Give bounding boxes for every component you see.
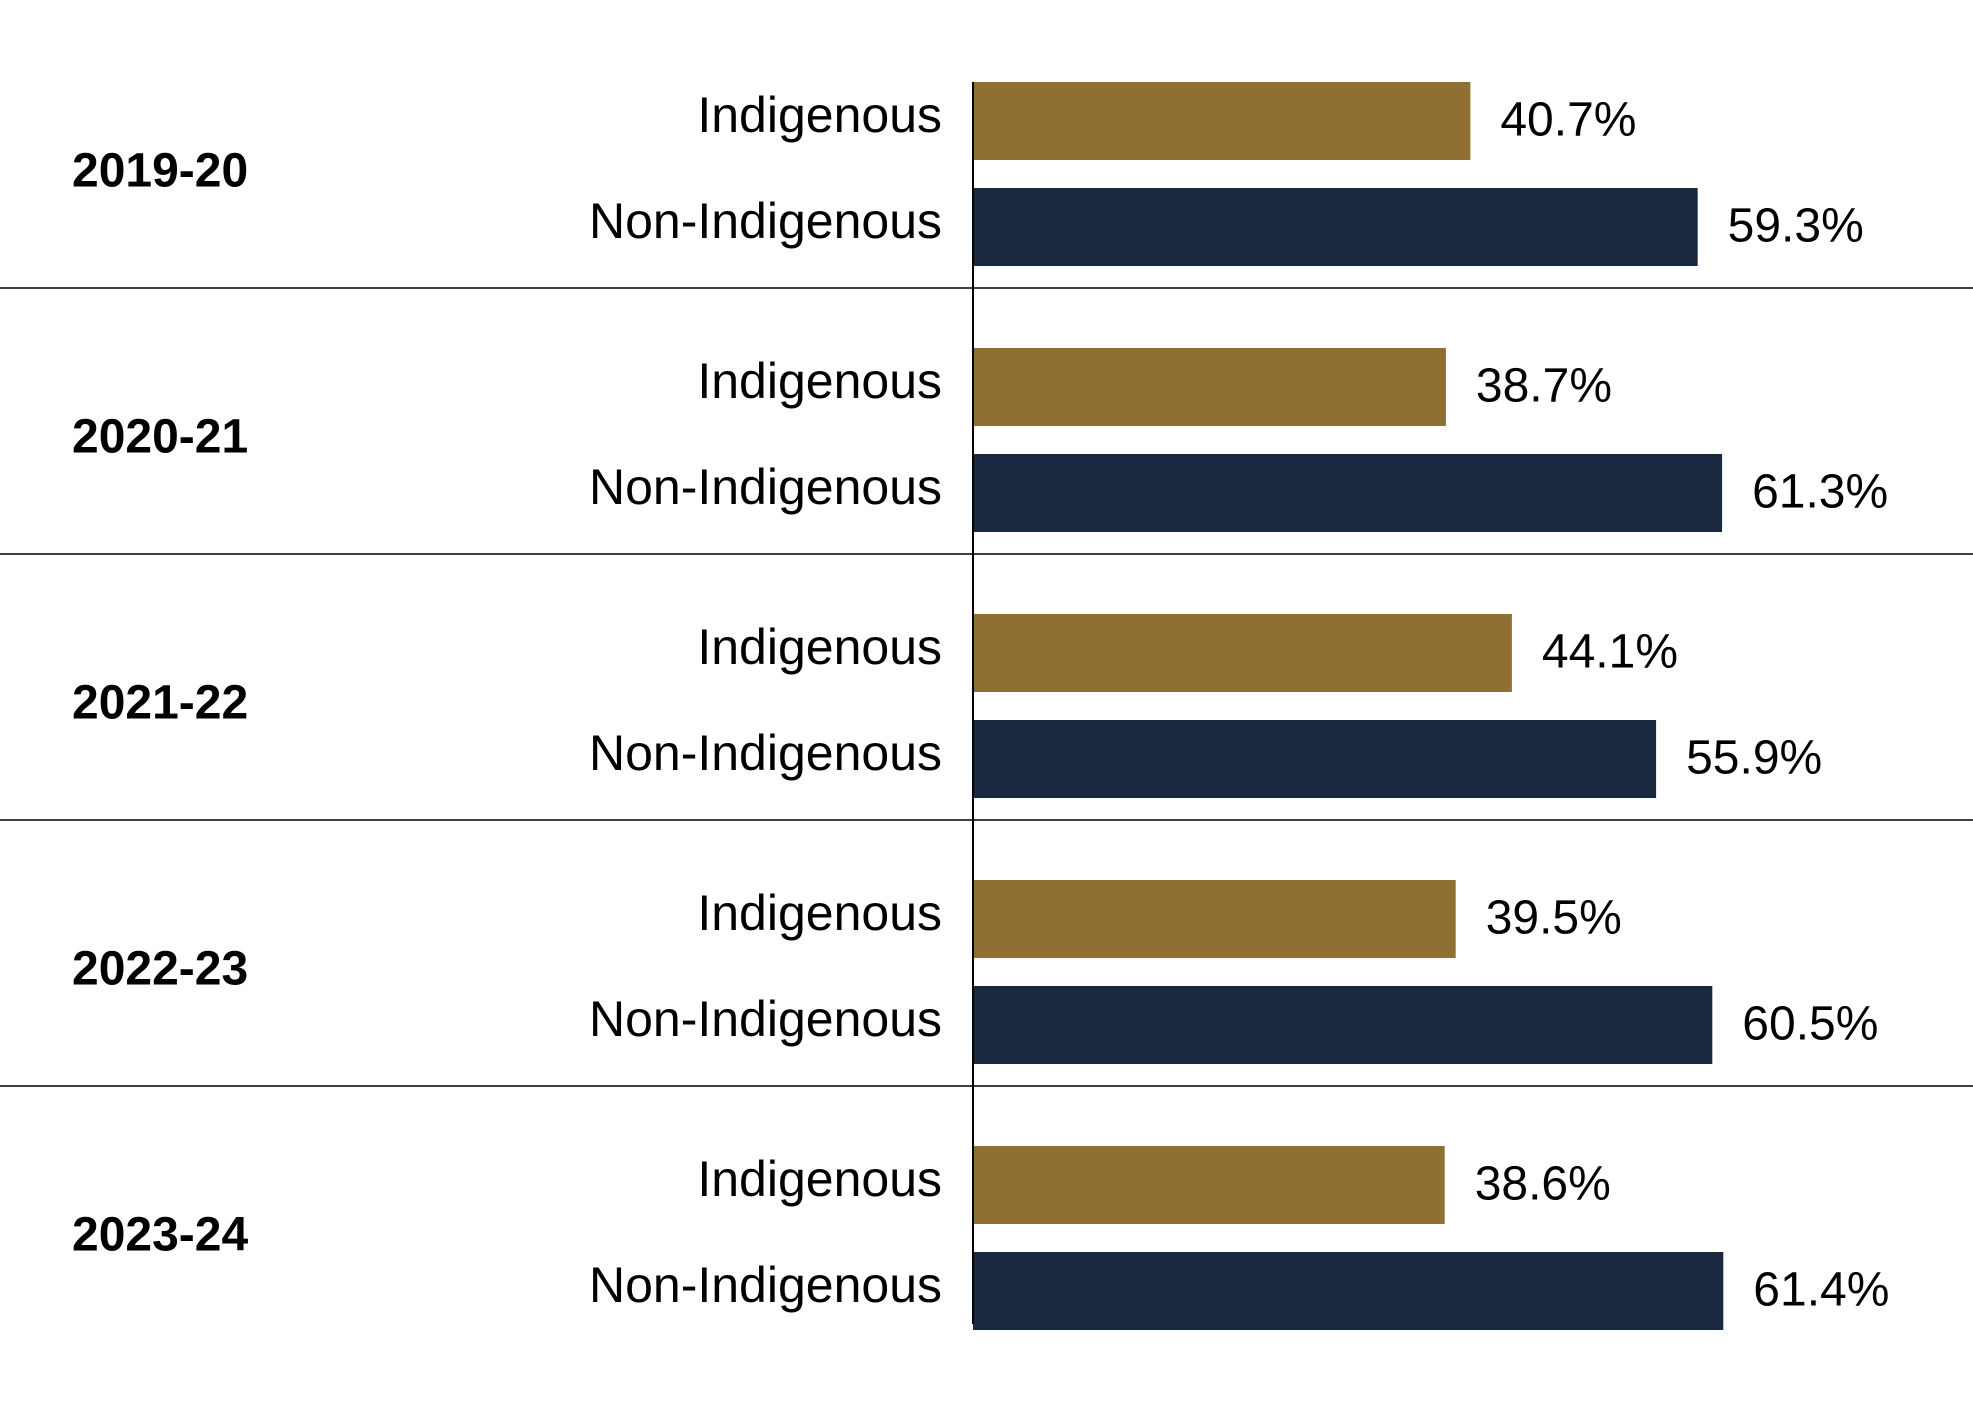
bar xyxy=(973,880,1456,958)
value-label: 59.3% xyxy=(1728,200,1864,253)
series-label: Non-Indigenous xyxy=(589,725,942,781)
bar xyxy=(973,348,1446,426)
bar xyxy=(973,454,1723,532)
bar xyxy=(973,1252,1724,1330)
series-label: Non-Indigenous xyxy=(589,1257,942,1313)
series-label: Non-Indigenous xyxy=(589,459,942,515)
bar-group: 2021-22 Indigenous 44.1% Non-Indigenous 55.9… xyxy=(72,614,1822,798)
bar xyxy=(973,614,1512,692)
value-label: 61.3% xyxy=(1752,466,1888,519)
value-label: 44.1% xyxy=(1542,626,1678,679)
value-label: 38.7% xyxy=(1476,360,1612,413)
value-label: 40.7% xyxy=(1500,94,1636,147)
group-label: 2022-23 xyxy=(72,943,248,996)
series-label: Non-Indigenous xyxy=(589,193,942,249)
value-label: 61.4% xyxy=(1753,1264,1889,1317)
group-label: 2020-21 xyxy=(72,411,248,464)
bar-group: 2023-24 Indigenous 38.6% Non-Indigenous 61.4… xyxy=(72,1146,1889,1330)
series-label: Indigenous xyxy=(697,1151,942,1207)
bar-group: 2022-23 Indigenous 39.5% Non-Indigenous 60.5… xyxy=(72,880,1878,1064)
group-label: 2019-20 xyxy=(72,145,248,198)
series-label: Indigenous xyxy=(697,619,942,675)
group-separators xyxy=(0,287,1973,1087)
group-label: 2023-24 xyxy=(72,1209,248,1262)
bar xyxy=(973,188,1698,266)
series-label: Indigenous xyxy=(697,87,942,143)
group-label: 2021-22 xyxy=(72,677,248,730)
value-label: 60.5% xyxy=(1742,998,1878,1051)
bar xyxy=(973,82,1471,160)
bar xyxy=(973,986,1713,1064)
series-label: Non-Indigenous xyxy=(589,991,942,1047)
value-label: 55.9% xyxy=(1686,732,1822,785)
value-label: 39.5% xyxy=(1486,892,1622,945)
value-label: 38.6% xyxy=(1475,1158,1611,1211)
bar xyxy=(973,1146,1445,1224)
bar-group: 2020-21 Indigenous 38.7% Non-Indigenous 61.3… xyxy=(72,348,1888,532)
series-label: Indigenous xyxy=(697,885,942,941)
bar xyxy=(973,720,1657,798)
chart-groups: 2019-20 Indigenous 40.7% Non-Indigenous 59.3… xyxy=(72,82,1889,1330)
bar-group: 2019-20 Indigenous 40.7% Non-Indigenous 59.3… xyxy=(72,82,1864,266)
series-label: Indigenous xyxy=(697,353,942,409)
